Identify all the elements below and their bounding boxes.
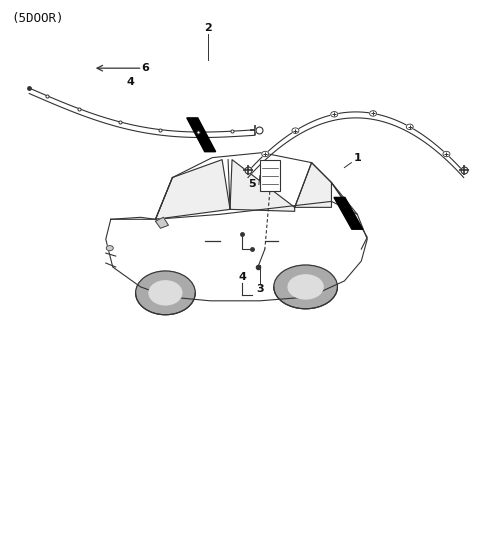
Text: 4: 4 — [238, 272, 246, 282]
Ellipse shape — [370, 110, 377, 116]
Polygon shape — [187, 118, 216, 151]
Text: 3: 3 — [256, 284, 264, 294]
Polygon shape — [334, 197, 363, 229]
Ellipse shape — [274, 265, 337, 309]
Polygon shape — [295, 163, 332, 208]
Ellipse shape — [406, 124, 413, 129]
Text: 2: 2 — [204, 23, 212, 33]
Polygon shape — [230, 160, 295, 211]
Text: 6: 6 — [142, 63, 149, 73]
Text: (5DOOR): (5DOOR) — [12, 12, 64, 25]
Text: 5: 5 — [248, 179, 256, 190]
Ellipse shape — [443, 151, 450, 157]
Ellipse shape — [149, 281, 182, 305]
Ellipse shape — [262, 151, 269, 157]
Text: 4: 4 — [127, 77, 134, 87]
Polygon shape — [156, 160, 230, 219]
Text: 1: 1 — [353, 153, 361, 163]
Bar — [260, 160, 280, 191]
Ellipse shape — [292, 128, 299, 133]
Ellipse shape — [288, 275, 323, 299]
Ellipse shape — [106, 246, 113, 251]
Polygon shape — [156, 217, 168, 228]
Ellipse shape — [331, 112, 338, 117]
Ellipse shape — [136, 271, 195, 315]
